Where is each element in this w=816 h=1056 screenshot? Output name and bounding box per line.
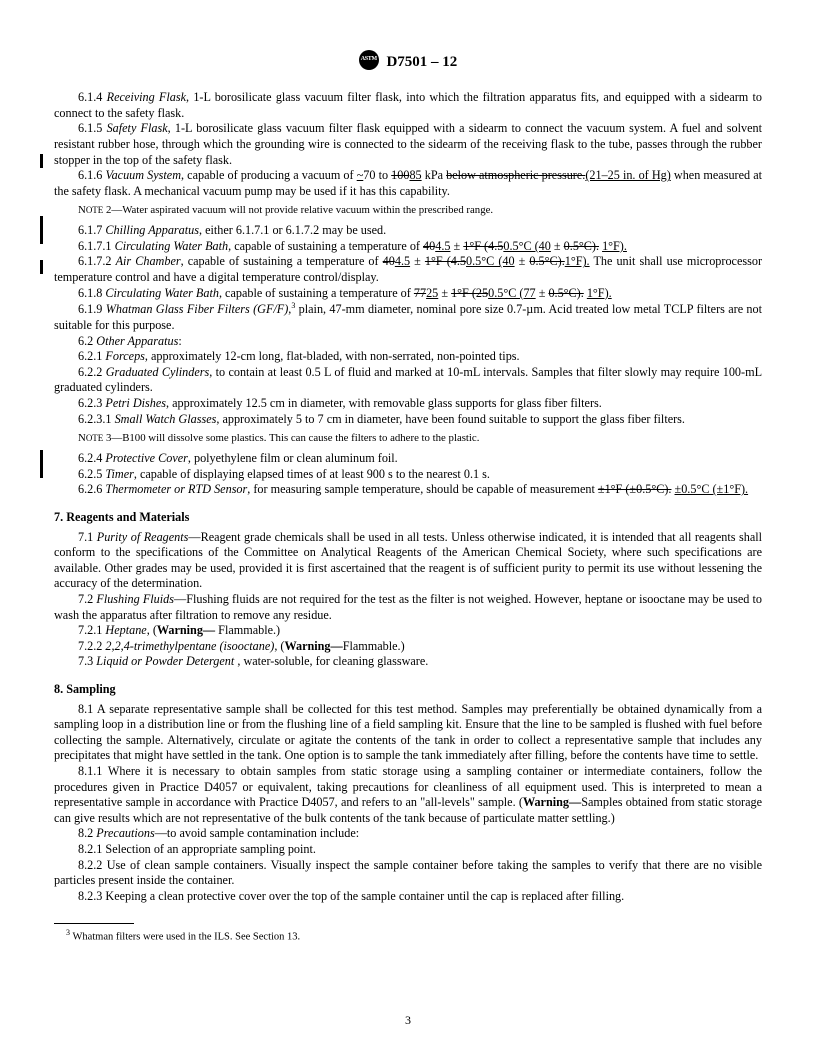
footnote-3: 3 Whatman filters were used in the ILS. … xyxy=(54,928,762,944)
para-7-3: 7.3 Liquid or Powder Detergent , water-s… xyxy=(54,654,762,670)
note-2: NOTE 2—Water aspirated vacuum will not p… xyxy=(54,204,762,218)
para-6-2-1: 6.2.1 Forceps, approximately 12-cm long,… xyxy=(54,349,762,365)
para-6-1-9: 6.1.9 Whatman Glass Fiber Filters (GF/F)… xyxy=(54,301,762,333)
page-header: D7501 – 12 xyxy=(54,50,762,72)
para-7-1: 7.1 Purity of Reagents—Reagent grade che… xyxy=(54,530,762,592)
para-8-1: 8.1 A separate representative sample sha… xyxy=(54,702,762,764)
standard-number: D7501 – 12 xyxy=(386,54,457,70)
section-8-heading: 8. Sampling xyxy=(54,682,762,698)
para-6-2-3-1: 6.2.3.1 Small Watch Glasses, approximate… xyxy=(54,412,762,428)
footnote-separator xyxy=(54,923,134,924)
para-6-2-4: 6.2.4 Protective Cover, polyethylene fil… xyxy=(54,451,762,467)
para-8-2: 8.2 Precautions—to avoid sample contamin… xyxy=(54,826,762,842)
para-6-1-7-2: 6.1.7.2 Air Chamber, capable of sustaini… xyxy=(54,254,762,285)
change-bar xyxy=(40,450,43,478)
para-6-2-5: 6.2.5 Timer, capable of displaying elaps… xyxy=(54,467,762,483)
section-7-heading: 7. Reagents and Materials xyxy=(54,510,762,526)
para-6-2: 6.2 Other Apparatus: xyxy=(54,334,762,350)
para-6-1-8: 6.1.8 Circulating Water Bath, capable of… xyxy=(54,286,762,302)
para-6-2-2: 6.2.2 Graduated Cylinders, to contain at… xyxy=(54,365,762,396)
para-8-2-1: 8.2.1 Selection of an appropriate sampli… xyxy=(54,842,762,858)
para-7-2-2: 7.2.2 2,2,4-trimethylpentane (isooctane)… xyxy=(54,639,762,655)
para-6-1-4: 6.1.4 Receiving Flask, 1-L borosilicate … xyxy=(54,90,762,121)
para-7-2-1: 7.2.1 Heptane, (Warning— Flammable.) xyxy=(54,623,762,639)
change-bar xyxy=(40,154,43,168)
note-3: NOTE 3—B100 will dissolve some plastics.… xyxy=(54,432,762,446)
para-6-2-3: 6.2.3 Petri Dishes, approximately 12.5 c… xyxy=(54,396,762,412)
para-8-2-2: 8.2.2 Use of clean sample containers. Vi… xyxy=(54,858,762,889)
para-6-1-7: 6.1.7 Chilling Apparatus, either 6.1.7.1… xyxy=(54,223,762,239)
para-6-2-6: 6.2.6 Thermometer or RTD Sensor, for mea… xyxy=(54,482,762,498)
para-8-1-1: 8.1.1 Where it is necessary to obtain sa… xyxy=(54,764,762,826)
change-bar xyxy=(40,216,43,244)
para-6-1-7-1: 6.1.7.1 Circulating Water Bath, capable … xyxy=(54,239,762,255)
para-6-1-5: 6.1.5 Safety Flask, 1-L borosilicate gla… xyxy=(54,121,762,168)
astm-logo-icon xyxy=(359,50,379,70)
para-8-2-3: 8.2.3 Keeping a clean protective cover o… xyxy=(54,889,762,905)
page-number: 3 xyxy=(0,1013,816,1028)
change-bar xyxy=(40,260,43,274)
para-7-2: 7.2 Flushing Fluids—Flushing fluids are … xyxy=(54,592,762,623)
para-6-1-6: 6.1.6 Vacuum System, capable of producin… xyxy=(54,168,762,199)
